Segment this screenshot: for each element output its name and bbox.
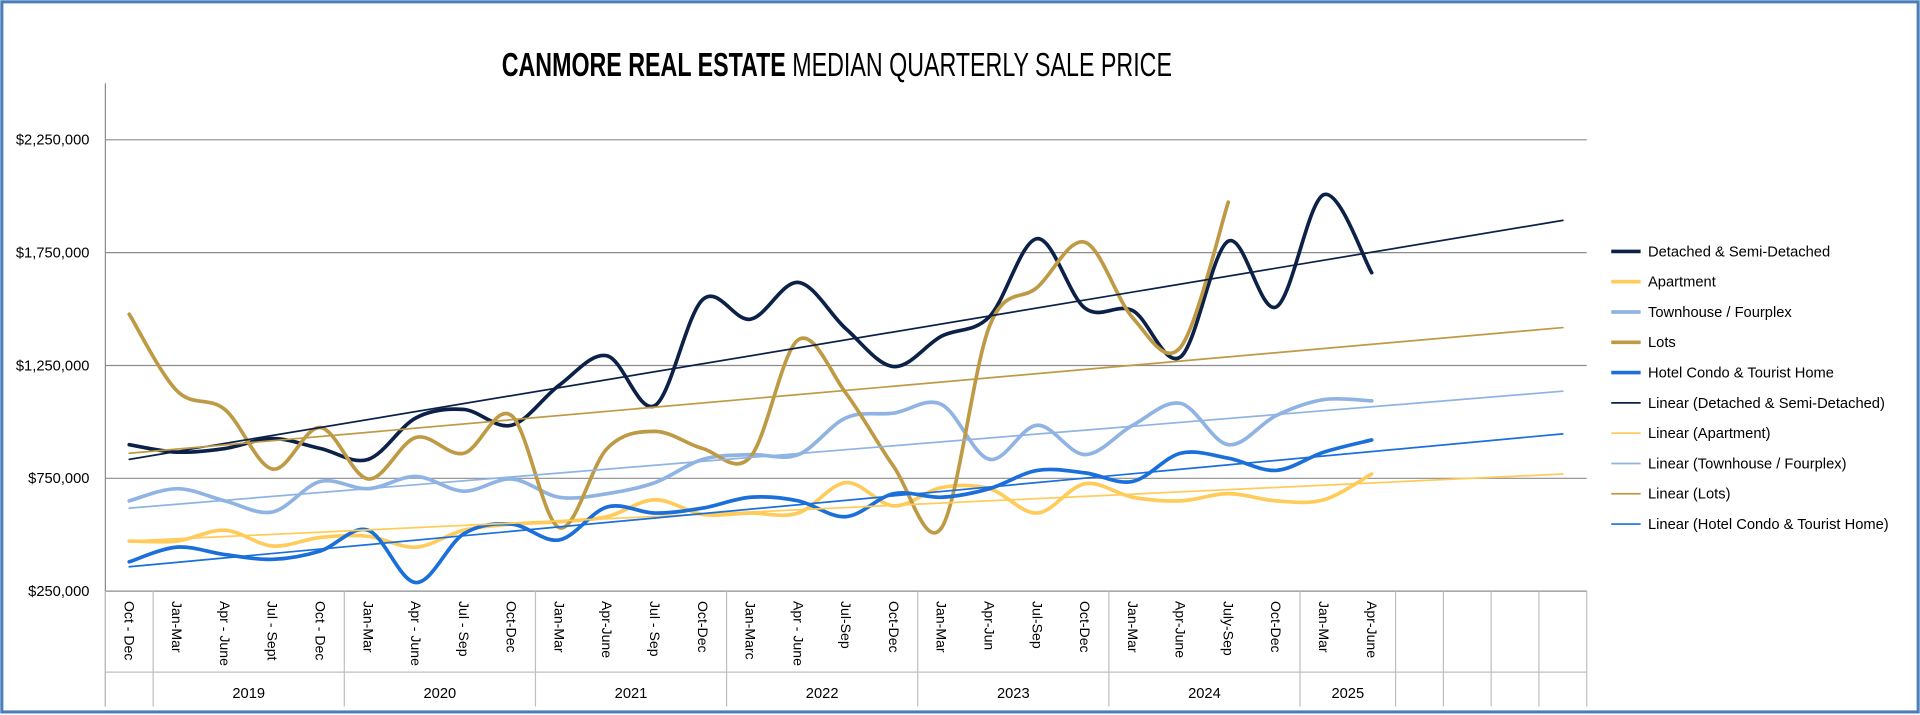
x-tick-label: Apr-June [1173,601,1189,658]
x-group-label: 2019 [232,686,265,702]
x-tick-label: Jan-Marc [743,601,759,660]
trend-line [128,326,1564,455]
x-tick-label: Oct-Dec [695,601,711,653]
x-tick-label: Jan-Mar [934,601,950,653]
x-group-label: 2022 [806,686,839,702]
legend-label: Hotel Condo & Tourist Home [1648,365,1834,381]
x-tick-label: Oct-Dec [1077,601,1093,653]
legend-label: Linear (Hotel Condo & Tourist Home) [1648,517,1889,533]
legend-label: Linear (Apartment) [1648,426,1771,442]
x-tick-label: Jan-Mar [360,601,376,653]
series-line [127,192,1374,463]
legend-label: Detached & Semi-Detached [1648,244,1830,260]
x-tick-label: Apr - June [408,601,424,666]
legend-label: Townhouse / Fourplex [1648,305,1792,321]
y-tick-label: $1,750,000 [16,246,90,262]
legend-label: Apartment [1648,275,1716,291]
series-line [127,438,1374,585]
trend-line [128,473,1564,542]
x-tick-label: Jan-Mar [169,601,185,653]
title-bold: CANMORE REAL ESTATE [502,47,786,84]
series-line [127,396,1374,515]
x-tick-label: Jan-Mar [1125,601,1141,653]
x-tick-label: Jul - Sep [647,601,663,657]
y-tick-label: $750,000 [28,471,89,487]
x-tick-label: Jan-Mar [551,601,567,653]
y-tick-label: $1,250,000 [16,358,90,374]
x-tick-label: July-Sep [1220,601,1236,656]
series-line [127,472,1374,549]
x-group-label: 2023 [997,686,1030,702]
x-tick-label: Jul - Sept [265,601,281,661]
x-group-label: 2021 [615,686,648,702]
x-tick-label: Apr-June [1364,601,1380,658]
x-tick-label: Apr-Jun [982,601,998,650]
trend-line [128,432,1564,568]
x-tick-label: Apr - June [790,601,806,666]
x-tick-label: Oct - Dec [121,601,137,660]
x-tick-label: Oct - Dec [313,601,329,660]
trend-line [128,219,1564,461]
x-tick-label: Apr - June [217,601,233,666]
legend-label: Linear (Detached & Semi-Detached) [1648,396,1885,412]
legend-label: Lots [1648,335,1676,351]
y-tick-label: $250,000 [28,584,89,600]
x-tick-label: Oct-Dec [504,601,520,653]
legend-label: Linear (Lots) [1648,487,1731,503]
title-rest: MEDIAN QUARTERLY SALE PRICE [792,47,1172,84]
x-tick-label: Oct-Dec [1268,601,1284,653]
x-tick-label: Jul-Sep [838,601,854,649]
y-tick-label: $2,250,000 [16,133,90,149]
x-tick-label: Apr-June [599,601,615,658]
x-group-label: 2024 [1188,686,1221,702]
x-tick-label: Oct-Dec [886,601,902,653]
chart-title: CANMORE REAL ESTATE MEDIAN QUARTERLY SAL… [502,47,1172,84]
x-tick-label: Jul-Sep [1029,601,1045,649]
trend-line [128,390,1564,509]
x-tick-label: Jan-Mar [1316,601,1332,653]
x-tick-label: Jul - Sep [456,601,472,657]
legend-label: Linear (Townhouse / Fourplex) [1648,456,1847,472]
x-group-label: 2025 [1331,686,1364,702]
x-group-label: 2020 [424,686,457,702]
